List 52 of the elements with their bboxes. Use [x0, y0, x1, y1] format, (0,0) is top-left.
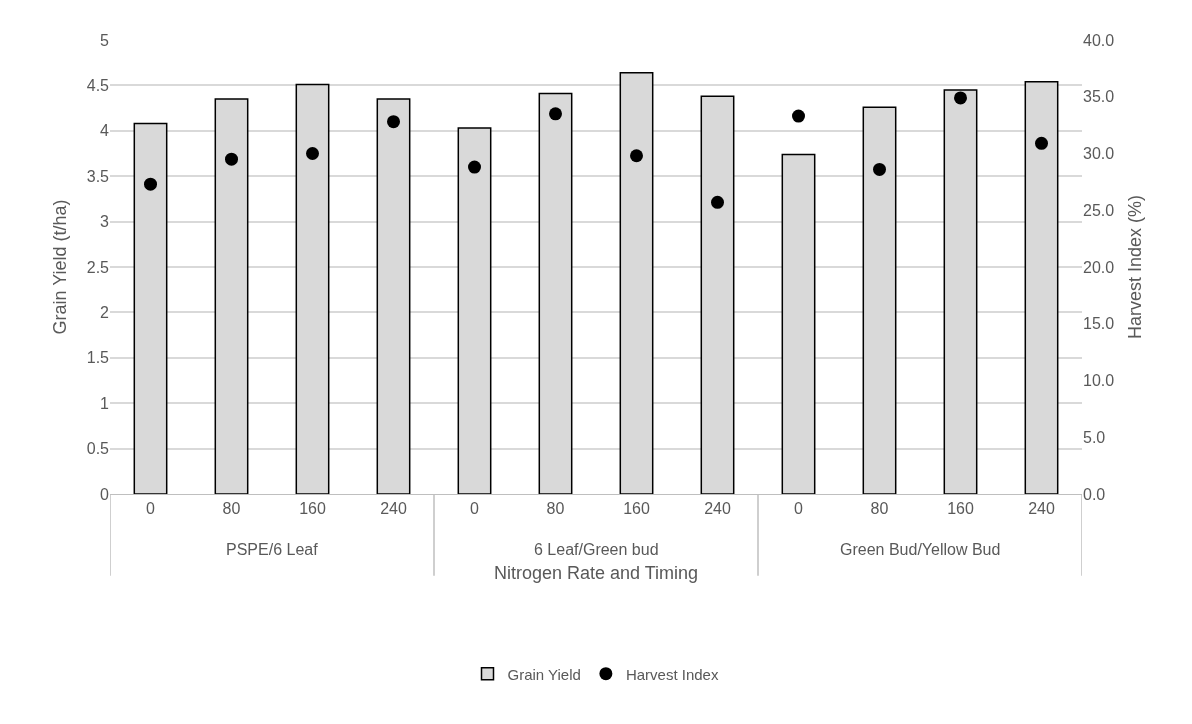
point [792, 109, 805, 123]
x-tick-label: 240 [380, 500, 407, 518]
point [468, 160, 481, 174]
y-tick-label: 3.5 [86, 167, 110, 185]
y-tick-label: 4.5 [86, 77, 110, 94]
x-tick-label: 0 [146, 500, 156, 518]
text: PSPE/6 Leaf [226, 541, 319, 558]
y-tick-label: 0 [100, 485, 110, 503]
x-tick-label: 160 [299, 500, 326, 518]
x-tick-label: 80 [870, 500, 889, 518]
point [630, 149, 643, 163]
text: 6 Leaf/Green bud [534, 541, 659, 558]
x-tick-label: 0 [794, 500, 804, 518]
legend-label: Harvest Index [625, 665, 719, 683]
y-tick-label: 1 [100, 394, 110, 412]
point [1035, 136, 1048, 150]
point [549, 107, 562, 121]
x-tick-label: 160 [947, 500, 974, 518]
point [306, 147, 319, 160]
y-tick-label: 2.5 [86, 258, 110, 276]
legend-label: Grain Yield [507, 665, 581, 683]
y2-tick-label: 25.0 [1083, 201, 1115, 219]
x-tick-label: 240 [1028, 500, 1055, 518]
x-tick-label: 0 [470, 500, 480, 518]
point [711, 195, 724, 209]
y2-tick-label: 0.0 [1083, 485, 1106, 503]
point [873, 162, 886, 176]
y-tick-label: 1.5 [86, 349, 110, 367]
y-tick-label: 2 [100, 304, 110, 321]
y-tick-label: 0.5 [86, 440, 110, 458]
x-tick-label: 240 [704, 500, 731, 518]
y-tick-label: 4 [100, 122, 110, 140]
x-tick-label: 80 [546, 500, 565, 518]
point [225, 152, 238, 166]
point [954, 91, 967, 105]
y2-tick-label: 30.0 [1083, 145, 1115, 163]
y2-tick-label: 35.0 [1083, 88, 1115, 106]
x-tick-label: 80 [222, 500, 241, 518]
y2-tick-label: 10.0 [1083, 372, 1115, 390]
y2-tick-label: 15.0 [1083, 315, 1115, 333]
x-tick-label: 160 [623, 500, 650, 518]
text: Green Bud/Yellow Bud [840, 541, 1001, 558]
y2-tick-label: 40.0 [1083, 31, 1115, 49]
y2-axis-title: Harvest Index (%) [1125, 194, 1146, 340]
point [144, 177, 157, 191]
y-tick-label: 3 [100, 213, 110, 231]
y-tick-label: 5 [100, 31, 110, 49]
x-axis-title: Nitrogen Rate and Timing [493, 563, 699, 584]
y-axis-title: Grain Yield (t/ha) [49, 199, 70, 335]
y2-tick-label: 5.0 [1083, 428, 1106, 446]
y2-tick-label: 20.0 [1083, 258, 1115, 276]
point [387, 115, 400, 129]
